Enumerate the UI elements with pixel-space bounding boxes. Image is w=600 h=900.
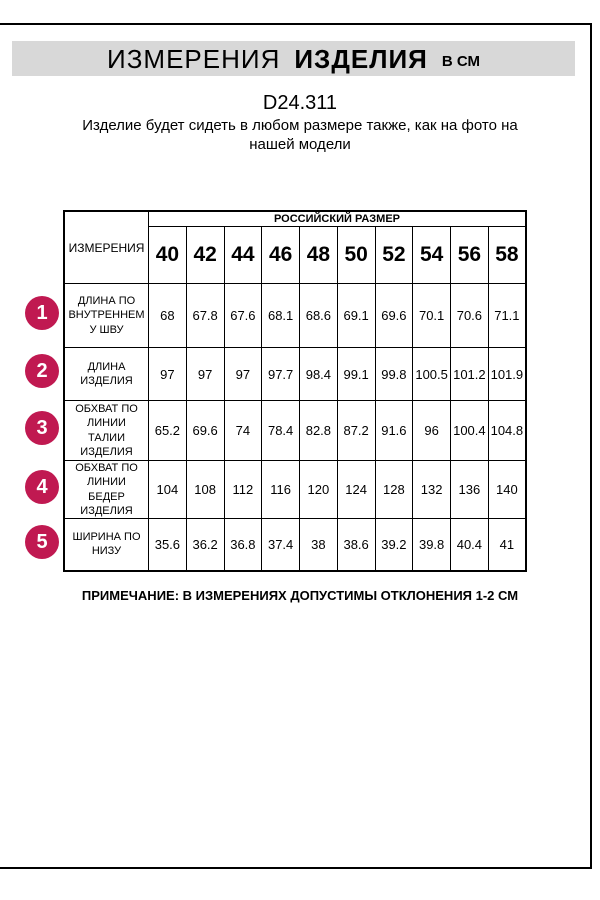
value-cell: 108 [185,459,225,520]
value-cell: 38 [299,518,338,572]
row-marker-4: 4 [25,470,59,504]
row-marker-1: 1 [25,296,59,330]
sizes-header-row: 40 42 44 46 48 50 52 54 56 58 [64,226,527,284]
value-cell: 97.7 [261,347,300,401]
size-header-cell: 58 [487,226,527,284]
value-cell: 99.1 [336,347,376,401]
table-body: ДЛИНА ПО ВНУТРЕННЕМУ ШВУ 68 67.8 67.6 68.1 68… [63,283,527,572]
value-cell: 112 [223,459,263,520]
value-cell: 101.2 [450,347,489,401]
value-cell: 69.6 [374,283,414,348]
table-row: ШИРИНА ПО НИЗУ 35.6 36.2 36.8 37.4 38 38.6 39.2… [63,518,527,572]
page-border-frame [0,23,592,869]
value-cell: 68 [148,283,187,348]
value-cell: 97 [148,347,187,401]
value-cell: 37.4 [261,518,300,572]
size-header-cell: 48 [299,226,338,284]
value-cell: 96 [412,400,451,461]
size-header-cell: 46 [261,226,300,284]
value-cell: 98.4 [299,347,338,401]
value-cell: 71.1 [487,283,527,348]
value-cell: 104 [148,459,187,520]
value-cell: 124 [336,459,376,520]
value-cell: 99.8 [374,347,414,401]
value-cell: 91.6 [374,400,414,461]
value-cell: 100.5 [412,347,451,401]
size-header-cell: 44 [223,226,263,284]
value-cell: 87.2 [336,400,376,461]
value-cell: 120 [299,459,338,520]
value-cell: 36.8 [223,518,263,572]
value-cell: 100.4 [450,400,489,461]
value-cell: 128 [374,459,414,520]
row-label-cell: ШИРИНА ПО НИЗУ [63,518,149,572]
value-cell: 70.6 [450,283,489,348]
model-code: D24.311 [262,92,338,114]
row-marker-5: 5 [25,525,59,559]
measurements-table: ИЗМЕРЕНИЯ РОССИЙСКИЙ РАЗМЕР 40 42 44 46 48 50… [63,210,527,572]
value-cell: 97 [185,347,225,401]
row-label-cell: ДЛИНА ПО ВНУТРЕННЕМУ ШВУ [63,283,149,348]
row-label-cell: ОБХВАТ ПО ЛИНИИ БЕДЕР ИЗДЕЛИЯ [63,459,149,520]
value-cell: 132 [412,459,451,520]
value-cell: 140 [487,459,527,520]
value-cell: 116 [261,459,300,520]
row-marker-3: 3 [25,411,59,445]
title-bar: ИЗМЕРЕНИЯ ИЗДЕЛИЯ В СМ [12,41,575,76]
value-cell: 104.8 [487,400,527,461]
row-marker-2: 2 [25,354,59,388]
table-row: ДЛИНА ИЗДЕЛИЯ 97 97 97 97.7 98.4 99.1 99.8 100.5… [63,347,527,401]
size-header-cell: 50 [336,226,376,284]
value-cell: 101.9 [487,347,527,401]
value-cell: 67.8 [185,283,225,348]
value-cell: 67.6 [223,283,263,348]
value-cell: 69.6 [185,400,225,461]
value-cell: 38.6 [336,518,376,572]
table-row: ДЛИНА ПО ВНУТРЕННЕМУ ШВУ 68 67.8 67.6 68.1 68… [63,283,527,348]
value-cell: 82.8 [299,400,338,461]
size-header-cell: 56 [450,226,489,284]
size-header-cell: 40 [148,226,187,284]
value-cell: 74 [223,400,263,461]
measurements-column-header: ИЗМЕРЕНИЯ [63,210,149,284]
value-cell: 69.1 [336,283,376,348]
value-cell: 136 [450,459,489,520]
page-title: ИЗМЕРЕНИЯ [107,43,281,74]
value-cell: 97 [223,347,263,401]
value-cell: 40.4 [450,518,489,572]
value-cell: 35.6 [148,518,187,572]
value-cell: 68.6 [299,283,338,348]
value-cell: 39.2 [374,518,414,572]
row-label-cell: ДЛИНА ИЗДЕЛИЯ [63,347,149,401]
value-cell: 68.1 [261,283,300,348]
value-cell: 78.4 [261,400,300,461]
page-title-emphasis: ИЗДЕЛИЯ [294,43,428,74]
table-head: ИЗМЕРЕНИЯ РОССИЙСКИЙ РАЗМЕР 40 42 44 46 48 50… [63,210,527,284]
units-label: В СМ [441,53,480,70]
value-cell: 41 [487,518,527,572]
note-text: ПРИМЕЧАНИЕ: В ИЗМЕРЕНИЯХ ДОПУСТИМЫ ОТКЛО… [81,588,519,603]
value-cell: 70.1 [412,283,451,348]
table-row: ОБХВАТ ПО ЛИНИИ ТАЛИИ ИЗДЕЛИЯ 65.2 69.6 74 7… [63,400,527,461]
size-header-cell: 54 [412,226,451,284]
fit-description: Изделие будет сидеть в любом размере так… [82,117,518,153]
size-header-cell: 42 [185,226,225,284]
value-cell: 65.2 [148,400,187,461]
size-header-cell: 52 [374,226,414,284]
row-label-cell: ОБХВАТ ПО ЛИНИИ ТАЛИИ ИЗДЕЛИЯ [63,400,149,461]
russian-size-header: РОССИЙСКИЙ РАЗМЕР [148,210,527,227]
value-cell: 39.8 [412,518,451,572]
value-cell: 36.2 [185,518,225,572]
table-row: ОБХВАТ ПО ЛИНИИ БЕДЕР ИЗДЕЛИЯ 104 108 112 11… [63,459,527,520]
